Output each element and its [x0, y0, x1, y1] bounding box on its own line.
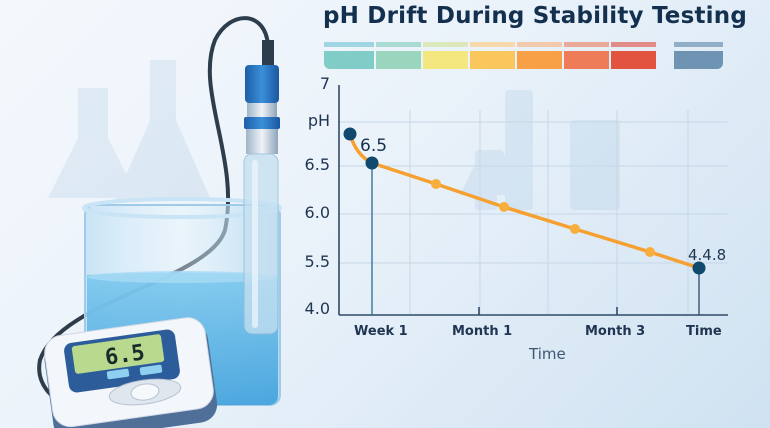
scale-segment-8: [674, 42, 723, 69]
y-tick-6-5: 6.5: [304, 155, 330, 174]
data-points: [431, 179, 655, 257]
background-flasks: [48, 60, 620, 210]
probe-body: [243, 153, 279, 335]
y-axis-label: pH: [307, 111, 330, 130]
scale-segment-3: [423, 42, 468, 69]
x-tick-week1: Week 1: [354, 324, 408, 339]
gridlines: [339, 110, 728, 314]
chart-title: pH Drift During Stability Testing: [322, 3, 747, 29]
x-tick-month1: Month 1: [452, 324, 513, 339]
x-tick-time: Time: [686, 324, 722, 339]
x-axis-label: Time: [529, 345, 566, 363]
axes: [338, 85, 728, 316]
y-tick-6-0: 6.0: [304, 203, 330, 222]
y-tick-4-0: 4.0: [304, 299, 330, 318]
endpoint-markers: [343, 127, 706, 275]
y-tick-5-5: 5.5: [304, 252, 330, 271]
annotation-end: 4.4.8: [688, 246, 727, 264]
ph-line: [348, 132, 701, 270]
x-tick-month3: Month 3: [585, 324, 646, 339]
ph-meter: [44, 317, 218, 428]
scale-segment-5: [517, 42, 562, 69]
annotation-start: 6.5: [360, 136, 388, 156]
scale-segment-2: [376, 42, 421, 69]
scale-segment-6: [564, 42, 609, 69]
scale-segment-7: [611, 42, 656, 69]
scale-segment-1: [324, 42, 374, 69]
scale-segment-4: [470, 42, 515, 69]
probe-cap: [262, 40, 274, 65]
y-tick-7: 7: [319, 74, 330, 93]
